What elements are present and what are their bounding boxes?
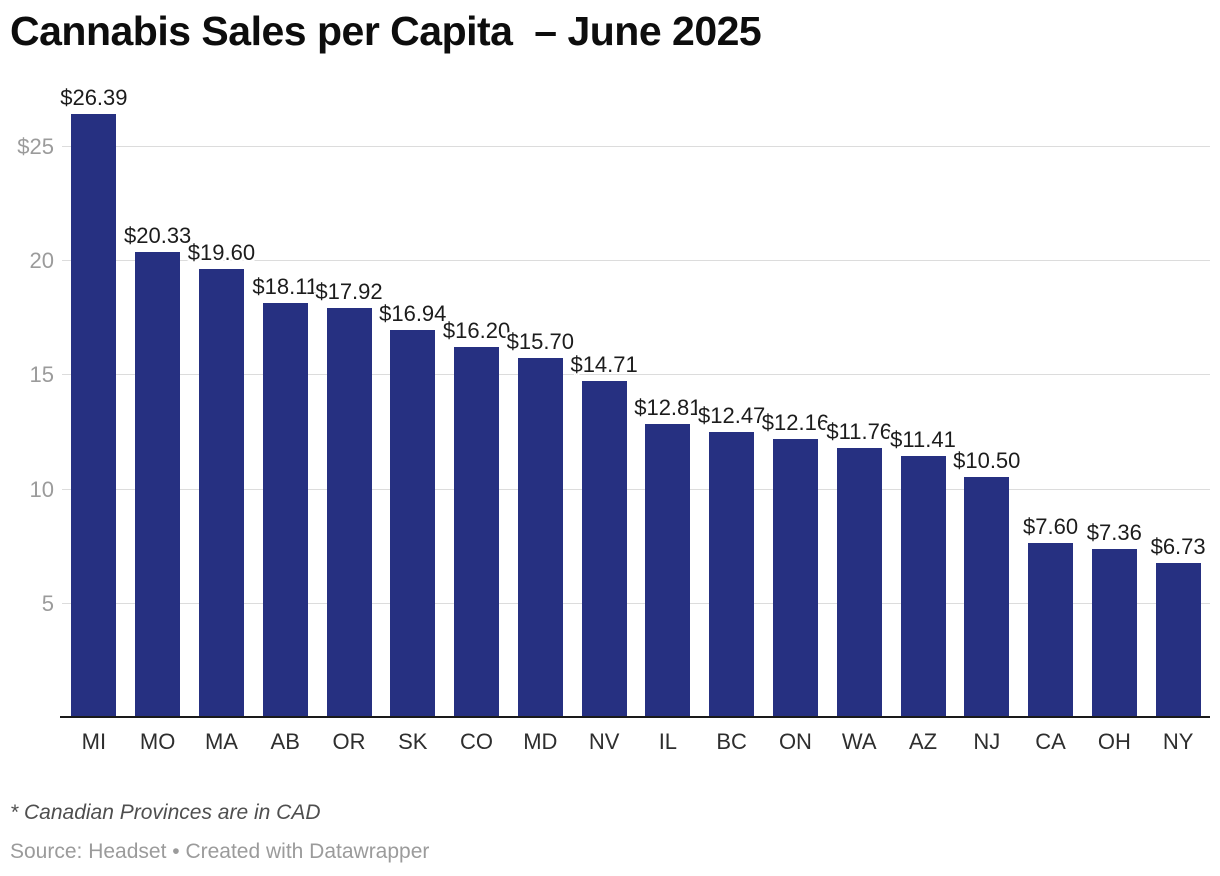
- x-axis-label-NV: NV: [588, 729, 620, 754]
- value-label-MO: $20.33: [124, 223, 192, 249]
- bar-NJ[interactable]: [964, 477, 1010, 717]
- value-label-BC: $12.47: [698, 403, 766, 429]
- x-axis-label-MO: MO: [139, 729, 176, 754]
- bar-MI[interactable]: [71, 114, 117, 717]
- value-label-NV: $14.71: [570, 351, 638, 377]
- value-label-WA: $11.76: [826, 419, 893, 445]
- bar-AZ[interactable]: [900, 456, 946, 717]
- value-label-IL: $12.81: [634, 395, 702, 421]
- x-axis-label-IL: IL: [658, 729, 678, 754]
- gridline: [62, 374, 1210, 376]
- y-axis-tick-label: $25: [17, 133, 54, 159]
- value-label-SK: $16.94: [379, 300, 447, 326]
- bar-BC[interactable]: [709, 432, 755, 717]
- bar-ON[interactable]: [772, 439, 818, 717]
- value-label-NJ: $10.50: [953, 448, 1021, 474]
- chart-footnote: * Canadian Provinces are in CAD: [10, 801, 321, 824]
- chart-title: Cannabis Sales per Capita – June 2025: [10, 8, 762, 54]
- value-label-AZ: $11.41: [890, 427, 956, 453]
- bar-WA[interactable]: [836, 448, 882, 717]
- x-axis-label-AZ: AZ: [908, 729, 938, 754]
- bar-OR[interactable]: [326, 307, 372, 717]
- x-axis-label-MI: MI: [81, 729, 107, 754]
- x-axis-label-BC: BC: [716, 729, 747, 754]
- value-label-CA: $7.60: [1023, 514, 1079, 540]
- x-axis-line: [60, 716, 1210, 718]
- x-axis-label-MD: MD: [523, 729, 558, 754]
- value-label-ON: $12.16: [761, 410, 830, 436]
- bar-NY[interactable]: [1155, 563, 1201, 717]
- value-label-MD: $15.70: [506, 329, 574, 355]
- gridline: [62, 260, 1210, 261]
- bar-MO[interactable]: [135, 252, 181, 717]
- bar-SK[interactable]: [390, 329, 436, 717]
- y-axis-tick-label: 10: [29, 476, 54, 502]
- value-label-AB: $18.11: [252, 274, 319, 300]
- y-axis-tick-label: 20: [29, 248, 54, 273]
- bar-NV[interactable]: [581, 380, 627, 717]
- bar-MA[interactable]: [198, 269, 244, 717]
- bar-OH[interactable]: [1091, 548, 1137, 717]
- y-axis-tick-label: 5: [41, 590, 54, 616]
- bar-AB[interactable]: [262, 303, 308, 717]
- value-label-NY: $6.73: [1150, 534, 1206, 560]
- x-axis-label-MA: MA: [204, 729, 238, 754]
- value-label-OH: $7.36: [1086, 519, 1142, 545]
- x-axis-label-WA: WA: [841, 729, 877, 754]
- gridline: [62, 488, 1210, 490]
- value-label-CO: $16.20: [442, 317, 511, 343]
- source-attribution: Source: Headset • Created with Datawrapp…: [10, 840, 430, 863]
- value-label-MI: $26.39: [60, 85, 128, 110]
- x-axis-label-AB: AB: [270, 729, 300, 754]
- bar-CO[interactable]: [454, 346, 500, 717]
- x-axis-label-SK: SK: [398, 729, 428, 754]
- bar-MD[interactable]: [517, 358, 563, 717]
- x-axis-label-ON: ON: [778, 729, 812, 754]
- x-axis-label-CA: CA: [1035, 729, 1066, 754]
- value-label-MA: $19.60: [187, 240, 256, 266]
- bar-IL[interactable]: [645, 424, 691, 717]
- gridline: [62, 602, 1210, 604]
- gridline: [62, 145, 1210, 147]
- y-axis-tick-label: 15: [29, 362, 54, 388]
- x-axis-label-OR: OR: [332, 729, 366, 754]
- x-axis-label-NY: NY: [1162, 729, 1194, 754]
- x-axis-label-NJ: NJ: [973, 729, 1001, 754]
- bar-CA[interactable]: [1028, 543, 1074, 717]
- x-axis-label-OH: OH: [1097, 729, 1131, 754]
- x-axis-label-CO: CO: [460, 729, 494, 754]
- value-label-OR: $17.92: [315, 278, 383, 304]
